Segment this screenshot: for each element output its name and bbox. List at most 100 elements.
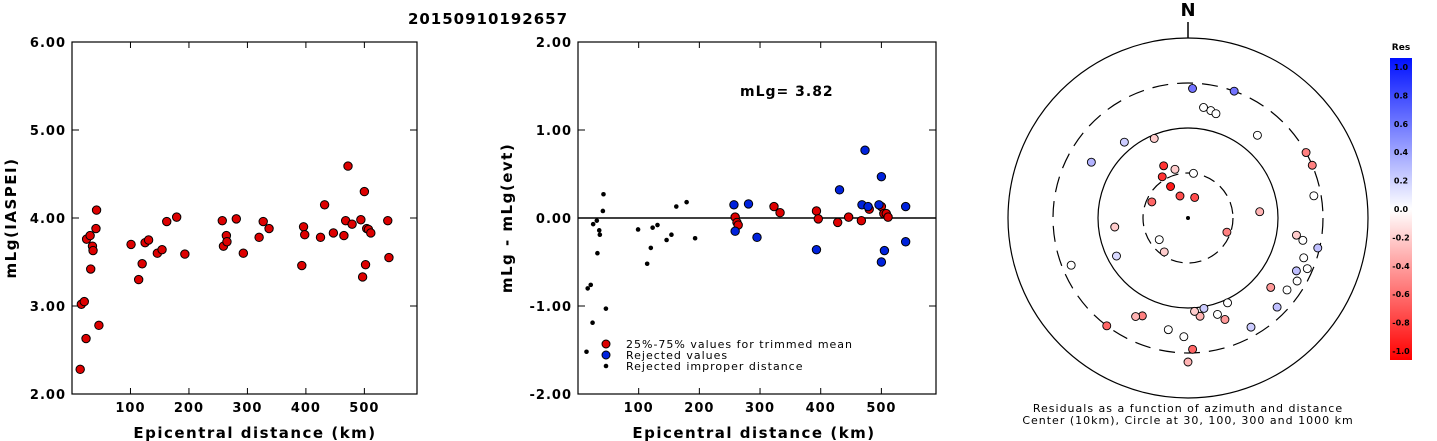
p1-ytick-label: 2.00: [536, 36, 572, 51]
azimuth-residual-plot: N Residuals as a function of azimuth and…: [1007, 0, 1369, 427]
station-marker: [1298, 235, 1308, 245]
p0-point-s0: [298, 222, 309, 232]
plot2-legend: 25%-75% values for trimmed meanRejected …: [601, 338, 852, 373]
p1-point-s2: [669, 232, 674, 238]
colorbar-tick-label: 0.4: [1394, 148, 1409, 157]
station-marker: [1252, 130, 1262, 140]
p1-ytick-label: -1.00: [530, 300, 572, 315]
p0-point-s0: [366, 228, 376, 238]
station-marker: [1183, 357, 1193, 367]
p1-point-s0: [883, 212, 893, 222]
plot1-y-label: mLg(IASPEI): [2, 158, 20, 279]
p1-point-s2: [603, 306, 609, 311]
station-marker: [1211, 109, 1221, 119]
p1-point-s1: [863, 201, 873, 212]
colorbar-tick-label: 0.8: [1394, 91, 1409, 100]
colorbar-tick-label: 0.0: [1394, 205, 1409, 214]
p0-point-s0: [264, 223, 274, 234]
p0-point-s0: [328, 228, 339, 238]
p1-xtick-label: 500: [866, 401, 896, 416]
legend-label: Rejected improper distance: [626, 360, 804, 373]
station-marker: [1175, 191, 1185, 201]
station-marker: [1112, 251, 1121, 261]
p0-point-s0: [384, 252, 394, 263]
p0-point-s0: [143, 235, 154, 245]
p0-point-s0: [357, 272, 368, 282]
station-marker: [1159, 161, 1169, 171]
p0-ytick-label: 2.00: [30, 388, 66, 403]
p0-point-s0: [222, 237, 232, 247]
p1-point-s2: [664, 237, 669, 243]
p0-point-s0: [383, 215, 393, 226]
station-marker: [1282, 285, 1292, 295]
p1-point-s1: [834, 185, 845, 195]
station-marker: [1223, 298, 1233, 308]
station-marker: [1149, 134, 1159, 143]
p1-point-s1: [900, 237, 911, 247]
p0-point-s0: [137, 259, 147, 269]
p0-point-s0: [238, 248, 249, 258]
magnitude-vs-distance-plot: 100 200 300 400 500 2.00 3.00 4.00 5.00 6.00 Epic…: [2, 36, 418, 441]
p0-point-s0: [91, 205, 102, 215]
station-marker: [1147, 197, 1157, 207]
station-marker: [1166, 182, 1175, 191]
p0-point-s0: [171, 212, 182, 222]
p0-point-s0: [254, 232, 264, 243]
station-marker: [1131, 312, 1141, 321]
p1-point-s2: [601, 191, 606, 197]
event-center: [1186, 216, 1190, 220]
station-marker: [1291, 230, 1301, 240]
p0-ytick-label: 6.00: [30, 36, 66, 51]
colorbar-tick-label: 0.2: [1394, 177, 1408, 186]
p1-point-s1: [752, 232, 762, 243]
station-marker: [1255, 207, 1265, 217]
p1-xtick-label: 200: [684, 401, 714, 416]
p0-point-s0: [91, 223, 101, 234]
p1-point-s2: [595, 250, 600, 256]
ring-300km: [1052, 82, 1324, 354]
p1-point-s1: [743, 199, 754, 209]
station-marker: [1272, 302, 1282, 312]
station-marker: [1189, 168, 1198, 178]
station-marker: [1309, 191, 1319, 201]
p0-point-s0: [315, 232, 326, 243]
colorbar-tick-label: -1.0: [1392, 347, 1410, 356]
p1-point-s1: [860, 145, 870, 155]
station-marker: [1302, 264, 1312, 274]
legend-marker: [603, 363, 609, 369]
polar-caption-line1: Residuals as a function of azimuth and d…: [1033, 402, 1343, 415]
p1-point-s2: [584, 349, 589, 355]
residual-vs-distance-plot: 100 200 300 400 500 -2.00 -1.00 0.00 1.00 2.00 mL…: [498, 36, 937, 441]
p1-point-s0: [833, 217, 843, 228]
ring-30km: [1142, 172, 1234, 264]
legend-label: Rejected values: [626, 349, 728, 362]
station-marker: [1179, 332, 1189, 342]
p1-point-s2: [655, 222, 660, 228]
p1-point-s2: [673, 204, 679, 209]
station-marker: [1313, 243, 1323, 253]
colorbar-tick-label: -0.6: [1392, 290, 1410, 299]
p1-point-s2: [588, 282, 594, 288]
p0-xtick-label: 300: [232, 401, 262, 416]
station-marker: [1188, 344, 1198, 354]
p1-point-s1: [876, 257, 887, 267]
p0-xtick-label: 100: [115, 401, 145, 416]
p0-point-s0: [339, 230, 349, 241]
station-marker: [1301, 148, 1311, 158]
p1-point-s1: [900, 201, 911, 212]
p0-xtick-label: 400: [291, 401, 321, 416]
station-marker: [1307, 160, 1317, 170]
station-marker: [1195, 311, 1205, 321]
p0-xtick-label: 200: [174, 401, 204, 416]
p1-xtick-label: 100: [624, 401, 654, 416]
plot2-y-label: mLg - mLg(evt): [498, 143, 516, 293]
plot1-x-label: Epicentral distance (km): [133, 424, 376, 441]
p0-point-s0: [180, 249, 190, 259]
p1-point-s2: [692, 235, 698, 241]
p1-point-s2: [597, 232, 603, 238]
p0-point-s0: [81, 333, 91, 344]
p1-point-s2: [585, 286, 591, 291]
colorbar-tick-label: -0.2: [1392, 233, 1410, 242]
station-marker: [1199, 103, 1208, 112]
p1-point-s1: [811, 244, 822, 255]
